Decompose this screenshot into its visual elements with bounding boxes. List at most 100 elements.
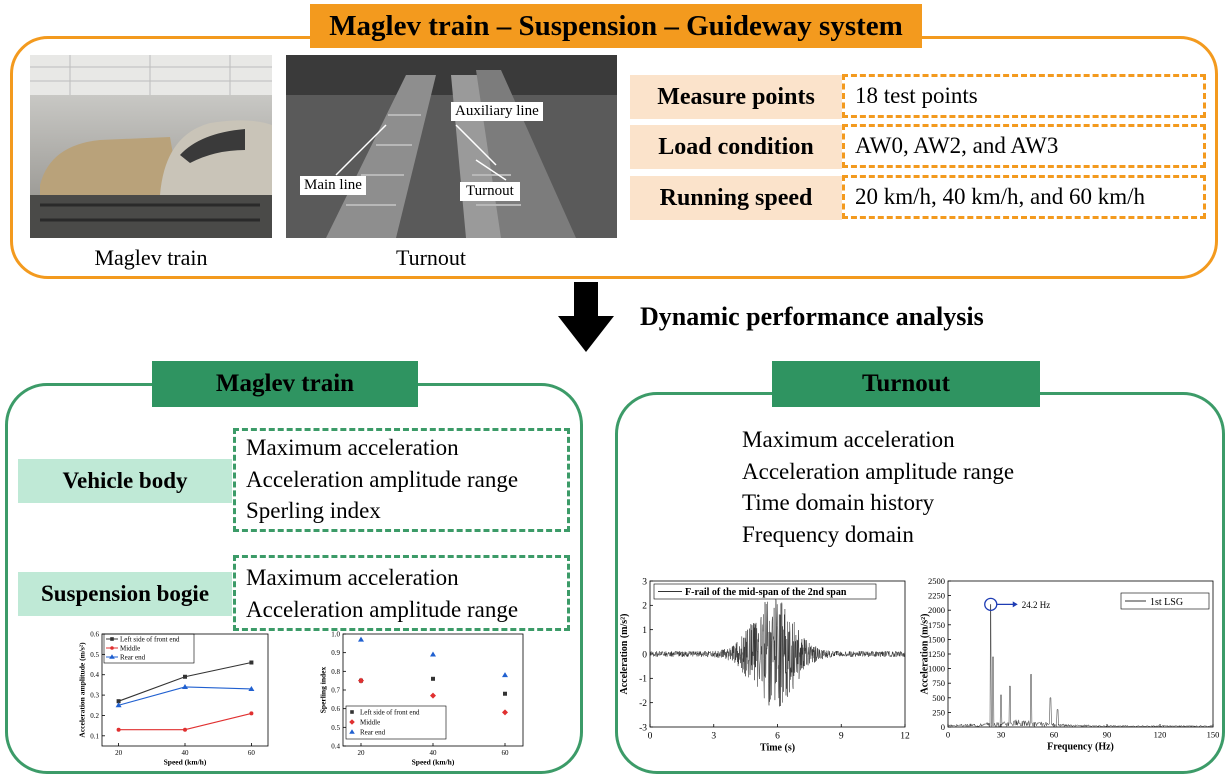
y-tick-label: 0.4 xyxy=(331,742,340,750)
x-tick-label: 30 xyxy=(997,730,1006,740)
turnout-label: Turnout xyxy=(460,182,520,201)
frequency-domain-chart: 0 30 60 90 120 150025050075010001250150017502… xyxy=(919,577,1220,753)
load-condition-value: AW0, AW2, and AW3 xyxy=(842,124,1206,168)
data-point xyxy=(358,636,364,642)
x-tick-label: 3 xyxy=(711,732,716,742)
signal-line xyxy=(649,598,906,707)
system-title: Maglev train – Suspension – Guideway sys… xyxy=(310,4,922,48)
legend-label: F-rail of the mid-span of the 2nd span xyxy=(685,587,847,598)
suspension-bogie-metrics xyxy=(233,555,570,631)
series-line xyxy=(118,661,252,702)
list-item: Maximum acceleration xyxy=(246,565,459,590)
data-point xyxy=(248,685,255,691)
legend-marker xyxy=(109,654,115,659)
list-item: Frequency domain xyxy=(742,521,914,547)
y-axis-label: Sperling index xyxy=(319,667,328,714)
y-tick-label: -3 xyxy=(639,723,647,733)
x-tick-label: 12 xyxy=(900,732,910,742)
x-tick-label: 40 xyxy=(430,749,438,757)
legend-box xyxy=(103,633,195,664)
list-item: Acceleration amplitude range xyxy=(246,596,519,622)
legend-label: Left side of front end xyxy=(120,636,180,644)
x-tick-label: 0 xyxy=(946,730,950,740)
y-tick-label: 0.5 xyxy=(331,724,340,732)
down-arrow-icon xyxy=(558,282,614,352)
y-tick-label: 3 xyxy=(642,577,647,587)
data-point xyxy=(358,677,364,684)
turnout-photo: Auxiliary line Main line Turnout xyxy=(286,55,617,238)
y-tick-label: 2 xyxy=(642,602,647,612)
legend-marker xyxy=(110,637,114,641)
maglev-train-caption: Maglev train xyxy=(94,245,208,270)
legend-label: Rear end xyxy=(120,654,146,662)
x-tick-label: 90 xyxy=(1103,730,1112,740)
x-tick-label: 60 xyxy=(248,749,256,757)
y-tick-label: 500 xyxy=(932,693,945,703)
y-tick-label: 0 xyxy=(642,650,647,660)
y-tick-label: 0 xyxy=(941,722,945,732)
vehicle-body-metrics xyxy=(233,428,570,532)
y-tick-label: 0.5 xyxy=(90,651,99,659)
y-tick-label: 1750 xyxy=(928,620,945,630)
peak-arrow-icon xyxy=(1012,601,1018,608)
maglev-train-title: Maglev train xyxy=(152,361,418,407)
y-axis-label: Acceleration (m/s²) xyxy=(919,613,930,694)
y-tick-label: 2000 xyxy=(928,605,945,615)
data-point xyxy=(249,660,254,665)
legend-box xyxy=(653,583,877,600)
data-point xyxy=(502,672,508,678)
x-tick-label: 6 xyxy=(775,732,780,742)
data-point xyxy=(183,674,187,679)
y-tick-label: 0.9 xyxy=(331,649,340,657)
measure-points-label: Measure points xyxy=(630,75,842,119)
data-point xyxy=(503,691,507,696)
legend-label: Middle xyxy=(360,719,380,727)
list-item: Time domain history xyxy=(742,490,935,515)
turnout-caption: Turnout xyxy=(395,245,467,270)
data-point xyxy=(502,709,508,716)
legend-label: Left side of front end xyxy=(360,709,420,717)
sperling-index-chart: 20 40 60 0.4 0.5 0.6 0.7 0.8 0.9 1.0 Speed (km/h) S… xyxy=(319,630,524,767)
y-axis-label: Acceleration amplitude (m/s²) xyxy=(78,642,87,738)
y-tick-label: 0.3 xyxy=(90,692,99,700)
main-line-label: Main line xyxy=(300,176,366,195)
turnout-list: Maximum acceleration Acceleration amplit… xyxy=(742,424,1014,550)
legend-marker xyxy=(350,710,354,714)
data-point xyxy=(116,699,121,704)
y-tick-label: 0.4 xyxy=(90,671,99,679)
legend-box xyxy=(345,705,447,740)
x-axis-label: Time (s) xyxy=(760,743,795,754)
y-tick-label: 250 xyxy=(932,707,945,717)
auxiliary-line-label: Auxiliary line xyxy=(451,102,543,121)
y-tick-label: 2250 xyxy=(928,591,945,601)
y-tick-label: 0.8 xyxy=(331,668,340,676)
data-point xyxy=(115,702,122,708)
acceleration-amplitude-chart: 20 40 60 0.1 0.2 0.3 0.4 0.5 0.6 Speed (km/h) Acce… xyxy=(78,630,269,767)
x-tick-label: 20 xyxy=(358,749,366,757)
x-tick-label: 40 xyxy=(182,749,190,757)
list-item: Acceleration amplitude range xyxy=(742,458,1015,484)
y-tick-label: 0.1 xyxy=(90,732,99,740)
x-tick-label: 0 xyxy=(648,732,653,742)
load-condition-label: Load condition xyxy=(630,125,842,169)
y-tick-label: 0.6 xyxy=(331,705,340,713)
y-tick-label: 0.2 xyxy=(90,712,99,720)
x-tick-label: 150 xyxy=(1207,730,1220,740)
x-axis-label: Frequency (Hz) xyxy=(1047,742,1114,753)
data-point xyxy=(430,651,436,657)
y-tick-label: 0.7 xyxy=(331,686,340,694)
suspension-bogie-list: Maximum acceleration Acceleration amplit… xyxy=(246,562,518,625)
data-point xyxy=(116,727,121,732)
maglev-train-photo xyxy=(30,55,272,238)
legend-box xyxy=(1120,592,1210,610)
suspension-bogie-label: Suspension bogie xyxy=(18,572,232,616)
legend-marker xyxy=(110,646,114,650)
x-tick-label: 60 xyxy=(502,749,510,757)
x-axis-label: Speed (km/h) xyxy=(164,758,207,767)
list-item: Acceleration amplitude range xyxy=(246,466,519,492)
y-tick-label: 0.6 xyxy=(90,630,99,638)
y-tick-label: -2 xyxy=(639,699,647,709)
list-item: Maximum acceleration xyxy=(246,435,459,460)
y-tick-label: 1.0 xyxy=(331,630,340,638)
